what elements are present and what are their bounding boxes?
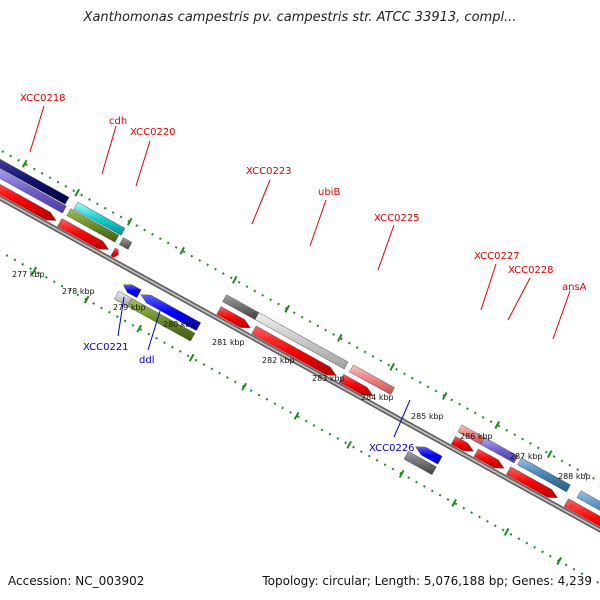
tick-label: 279 kbp — [113, 303, 146, 312]
gene-box-next — [576, 490, 600, 511]
gene-arrow-reverse — [415, 446, 443, 465]
gene-label: XCC0221 — [83, 342, 129, 353]
gene-box-upper-3 — [0, 158, 70, 205]
leader-line — [251, 179, 271, 225]
cds-arrow — [450, 435, 474, 452]
genome-summary-text: Topology: circular; Length: 5,076,188 bp… — [262, 574, 592, 588]
leader-line — [377, 224, 395, 271]
tick-track — [0, 150, 600, 584]
tick-label: 285 kbp — [411, 412, 444, 421]
gene-arrow-reverse — [140, 294, 202, 331]
accession-text: Accession: NC_003902 — [8, 574, 145, 588]
gene-box-cdh — [66, 208, 120, 243]
backbone-highlight — [0, 196, 600, 532]
tick-label: 278 kbp — [62, 287, 95, 296]
gene-box-XCC0228 — [480, 437, 519, 464]
leader-line — [135, 140, 151, 187]
gene-box-XCC0225 — [349, 364, 395, 395]
leader-line — [309, 199, 327, 247]
tick-label: 283 kbp — [312, 374, 345, 383]
cds-arrow — [0, 183, 57, 221]
tick-label: 288 kbp — [558, 472, 591, 481]
leader-line — [393, 399, 411, 438]
lower-tick-track — [0, 249, 599, 584]
cds-arrow — [338, 373, 374, 396]
tick-label: 287 kbp — [510, 452, 543, 461]
gene-arrow-reverse — [122, 284, 142, 299]
leader-line — [101, 125, 117, 175]
leader-line — [29, 105, 45, 153]
upper-tick-track — [1, 150, 600, 487]
leader-line — [507, 277, 531, 321]
gene-label: ansA — [562, 282, 587, 293]
genes-group — [0, 158, 600, 527]
leaders-group — [29, 105, 571, 438]
gene-box-XCC0226 — [403, 450, 437, 476]
cds-arrow — [251, 325, 337, 376]
tick-label: 286 kbp — [460, 432, 493, 441]
gene-box-ddl — [127, 298, 196, 342]
cds-arrow — [110, 247, 119, 258]
gene-label: XCC0223 — [246, 166, 292, 177]
tick-label: 277 kbp — [12, 270, 45, 279]
gene-label: XCC0220 — [130, 127, 176, 138]
gene-box-XCC0220 — [119, 237, 133, 250]
gene-label: XCC0227 — [474, 251, 520, 262]
tick-label: 282 kbp — [262, 356, 295, 365]
leader-line — [552, 290, 571, 340]
backbone-group — [0, 195, 600, 533]
gene-box-ansA — [517, 457, 571, 493]
tick-label: 280 kbp — [163, 320, 196, 329]
gene-box-ubiB — [254, 312, 349, 370]
leader-line — [480, 263, 497, 311]
gene-label: XCC0228 — [508, 265, 554, 276]
cds-arrow — [473, 448, 505, 469]
gene-box-upper-3b — [73, 201, 126, 236]
gene-label: ddl — [139, 355, 154, 366]
gene-label: ubiB — [318, 187, 340, 198]
cds-arrow — [505, 466, 558, 499]
gene-label: XCC0218 — [20, 93, 66, 104]
gene-label: cdh — [109, 116, 127, 127]
map-title: Xanthomonas campestris pv. campestris st… — [83, 10, 517, 25]
gene-label: XCC0225 — [374, 213, 420, 224]
tick-label: 284 kbp — [361, 393, 394, 402]
cds-arrow — [563, 498, 600, 527]
gene-label: XCC0226 — [369, 443, 415, 454]
cds-arrow — [57, 218, 110, 250]
tick-label: 281 kbp — [212, 338, 245, 347]
leader-line — [147, 310, 161, 351]
gene-box-XCC0218 — [0, 169, 67, 214]
cds-arrow — [216, 306, 251, 329]
leader-line — [117, 296, 125, 337]
